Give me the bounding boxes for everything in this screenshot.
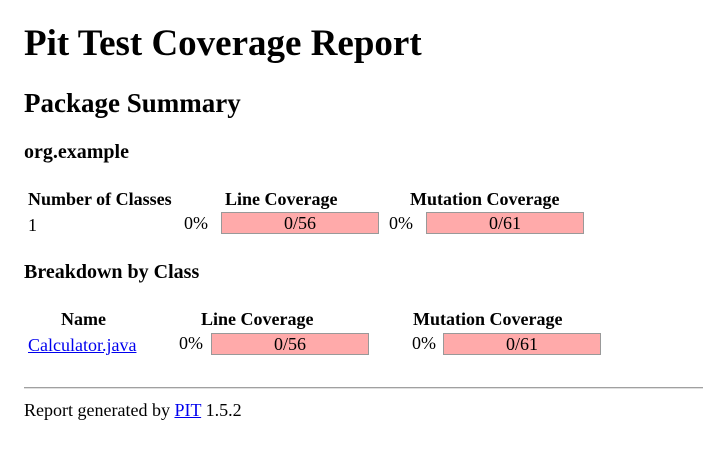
- class-link-calculator[interactable]: Calculator.java: [28, 335, 137, 355]
- header-class-mutation-coverage: Mutation Coverage: [413, 309, 563, 329]
- header-line-coverage: Line Coverage: [225, 189, 338, 209]
- mutation-coverage-fraction: 0/61: [488, 213, 521, 233]
- line-coverage-fraction: 0/56: [283, 213, 316, 233]
- class-line-coverage-percent: 0%: [179, 333, 203, 353]
- pit-version: 1.5.2: [205, 400, 242, 420]
- classes-count: 1: [28, 215, 37, 235]
- header-mutation-coverage: Mutation Coverage: [410, 189, 560, 209]
- header-class-line-coverage: Line Coverage: [201, 309, 314, 329]
- class-line-coverage-bar: 0/56: [211, 333, 369, 355]
- section-title-breakdown: Breakdown by Class: [24, 261, 200, 283]
- class-mutation-coverage-fraction: 0/61: [505, 334, 538, 354]
- footer-prefix: Report generated by: [24, 400, 170, 420]
- line-coverage-bar: 0/56: [221, 212, 379, 234]
- page-title: Pit Test Coverage Report: [24, 23, 422, 64]
- mutation-coverage-bar: 0/61: [426, 212, 584, 234]
- line-coverage-percent: 0%: [184, 213, 208, 233]
- header-number-of-classes: Number of Classes: [28, 189, 172, 209]
- package-name: org.example: [24, 141, 129, 163]
- pit-link[interactable]: PIT: [174, 400, 202, 420]
- class-line-coverage-fraction: 0/56: [273, 334, 306, 354]
- class-mutation-coverage-bar: 0/61: [443, 333, 601, 355]
- section-title-package-summary: Package Summary: [24, 88, 241, 118]
- footer-divider: [24, 387, 703, 389]
- mutation-coverage-percent: 0%: [389, 213, 413, 233]
- class-mutation-coverage-percent: 0%: [412, 333, 436, 353]
- header-name: Name: [61, 309, 106, 329]
- footer: Report generated by PIT 1.5.2: [24, 399, 242, 421]
